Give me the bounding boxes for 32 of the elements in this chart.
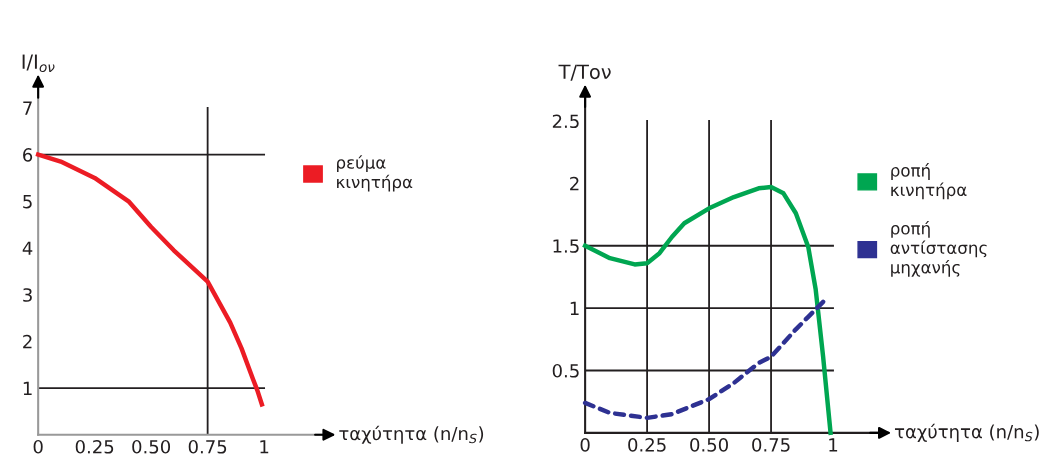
x-axis-title: ταχύτητα (n/n$_{S}$) <box>339 425 484 444</box>
y-tick-label: 1 <box>570 301 579 315</box>
x-tick-label: 1 <box>829 438 838 452</box>
y-tick-label: 2 <box>570 176 579 191</box>
x-tick-label: 0.75 <box>752 438 790 452</box>
x-tick-label: 0 <box>33 439 43 454</box>
x-tick-label: 0 <box>580 438 590 452</box>
y-axis-title: T/Tον <box>558 64 611 81</box>
y-tick-label: 1.5 <box>553 239 579 253</box>
x-tick-label: 0.75 <box>188 439 227 454</box>
x-tick-label: 0.25 <box>628 438 666 452</box>
x-tick-label: 0.50 <box>690 438 728 452</box>
x-tick-label: 0.25 <box>75 439 114 454</box>
x-tick-label: 0.50 <box>132 439 171 454</box>
y-tick-label: 1 <box>23 381 32 395</box>
legend-label: ροπή αντίστασης μηχανής <box>890 221 987 277</box>
y-tick-label: 6 <box>23 148 33 162</box>
y-tick-label: 5 <box>23 194 32 209</box>
legend-label: ρεύμα κινητήρα <box>337 155 413 192</box>
y-tick-label: 0.5 <box>552 363 579 378</box>
y-tick-label: 4 <box>22 241 33 255</box>
x-axis-title: ταχύτητα (n/n$_{S}$) <box>894 423 1039 442</box>
line-series <box>582 184 833 436</box>
y-tick-label: 2.5 <box>552 114 579 129</box>
y-tick-label: 3 <box>23 288 32 302</box>
line-series <box>35 152 265 407</box>
line-series <box>582 299 826 421</box>
legend-label: ροπή κινητήρα <box>891 163 967 200</box>
y-tick-label: 7 <box>23 101 32 115</box>
x-tick-label: 1 <box>260 440 269 454</box>
y-tick-label: 2 <box>23 334 32 349</box>
y-axis-title: I/I$_{ον}$ <box>22 54 55 73</box>
